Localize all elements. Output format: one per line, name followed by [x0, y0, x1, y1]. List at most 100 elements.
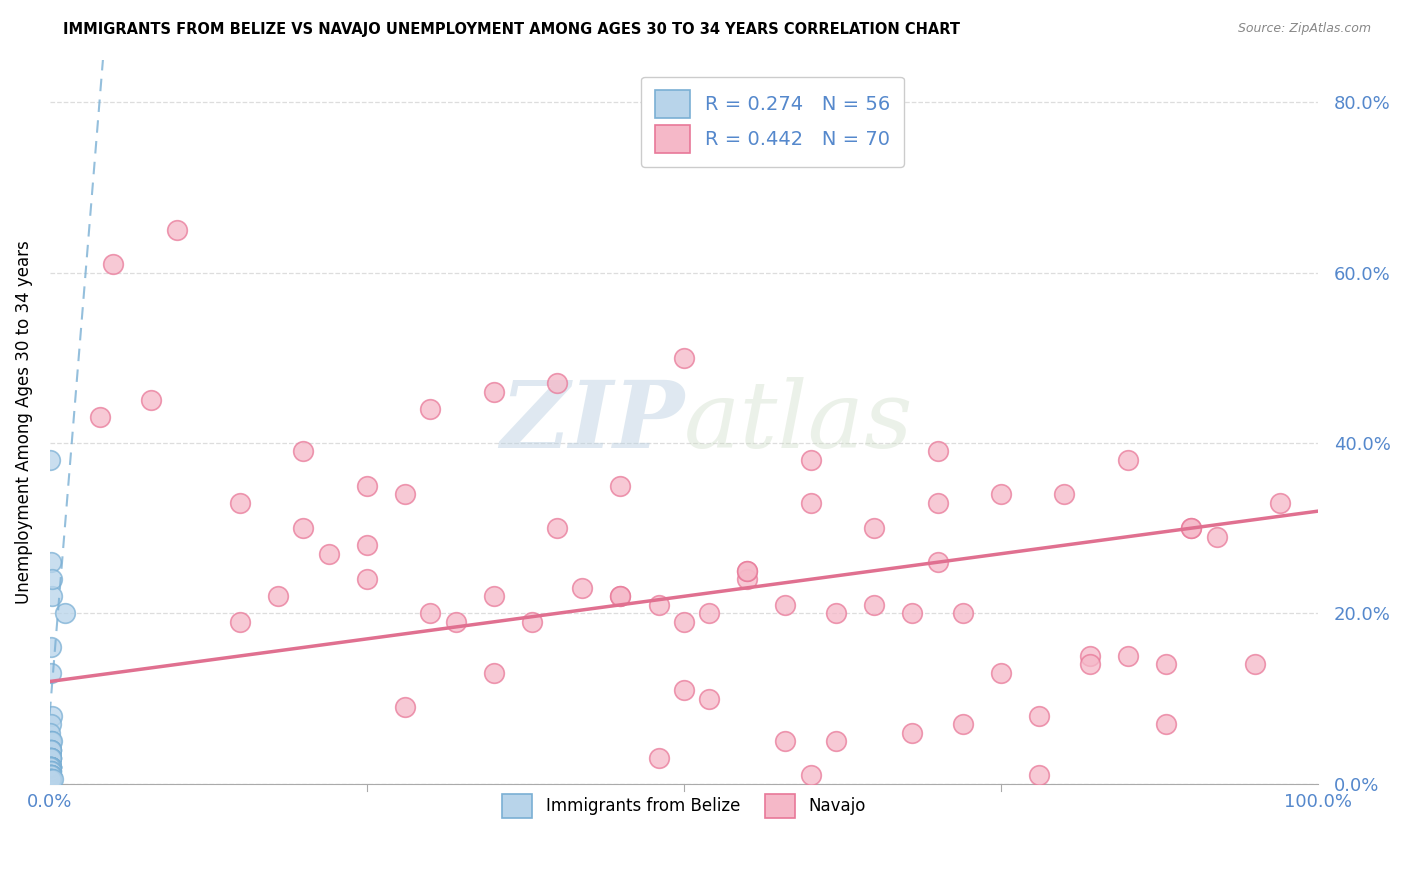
- Point: [863, 598, 886, 612]
- Point: [39, 768, 62, 782]
- Point: [1116, 453, 1139, 467]
- Point: [39, 725, 62, 739]
- Point: [141, 393, 163, 408]
- Point: [39, 764, 62, 778]
- Point: [39, 764, 62, 778]
- Point: [39, 772, 62, 787]
- Point: [927, 495, 949, 509]
- Text: IMMIGRANTS FROM BELIZE VS NAVAJO UNEMPLOYMENT AMONG AGES 30 TO 34 YEARS CORRELAT: IMMIGRANTS FROM BELIZE VS NAVAJO UNEMPLO…: [63, 22, 960, 37]
- Point: [229, 615, 252, 629]
- Point: [927, 555, 949, 569]
- Point: [39, 742, 62, 756]
- Point: [697, 691, 720, 706]
- Point: [775, 734, 797, 748]
- Point: [292, 444, 315, 458]
- Point: [39, 764, 62, 778]
- Point: [1243, 657, 1265, 672]
- Point: [39, 742, 62, 756]
- Point: [39, 772, 62, 787]
- Point: [571, 581, 593, 595]
- Point: [952, 607, 974, 621]
- Point: [825, 607, 848, 621]
- Point: [39, 760, 62, 774]
- Point: [53, 607, 76, 621]
- Point: [419, 607, 441, 621]
- Point: [39, 555, 62, 569]
- Point: [166, 223, 188, 237]
- Point: [672, 683, 695, 698]
- Point: [39, 751, 62, 765]
- Point: [39, 751, 62, 765]
- Point: [39, 751, 62, 765]
- Point: [39, 772, 62, 787]
- Point: [42, 772, 65, 787]
- Point: [609, 590, 631, 604]
- Point: [318, 547, 340, 561]
- Point: [356, 538, 378, 552]
- Point: [482, 384, 505, 399]
- Point: [39, 742, 62, 756]
- Point: [737, 572, 759, 586]
- Point: [1180, 521, 1202, 535]
- Point: [482, 590, 505, 604]
- Point: [647, 751, 669, 765]
- Point: [609, 590, 631, 604]
- Point: [39, 772, 62, 787]
- Point: [39, 640, 62, 655]
- Point: [609, 478, 631, 492]
- Point: [737, 564, 759, 578]
- Point: [647, 598, 669, 612]
- Point: [356, 572, 378, 586]
- Point: [39, 768, 62, 782]
- Point: [39, 751, 62, 765]
- Point: [101, 257, 124, 271]
- Point: [39, 768, 62, 782]
- Point: [39, 760, 62, 774]
- Point: [39, 760, 62, 774]
- Point: [520, 615, 543, 629]
- Point: [41, 708, 63, 723]
- Point: [39, 717, 62, 731]
- Point: [39, 751, 62, 765]
- Point: [39, 742, 62, 756]
- Point: [800, 768, 823, 782]
- Point: [800, 495, 823, 509]
- Point: [990, 487, 1012, 501]
- Point: [39, 734, 62, 748]
- Point: [39, 768, 62, 782]
- Point: [952, 717, 974, 731]
- Point: [1078, 648, 1101, 663]
- Point: [41, 734, 63, 748]
- Text: Source: ZipAtlas.com: Source: ZipAtlas.com: [1237, 22, 1371, 36]
- Point: [901, 725, 924, 739]
- Point: [41, 590, 63, 604]
- Point: [39, 751, 62, 765]
- Point: [1154, 657, 1177, 672]
- Point: [89, 410, 111, 425]
- Point: [990, 665, 1012, 680]
- Point: [927, 444, 949, 458]
- Point: [444, 615, 467, 629]
- Point: [39, 760, 62, 774]
- Point: [775, 598, 797, 612]
- Point: [39, 768, 62, 782]
- Point: [39, 768, 62, 782]
- Point: [863, 521, 886, 535]
- Point: [39, 760, 62, 774]
- Point: [39, 760, 62, 774]
- Point: [1154, 717, 1177, 731]
- Point: [292, 521, 315, 535]
- Point: [356, 478, 378, 492]
- Legend: Immigrants from Belize, Navajo: Immigrants from Belize, Navajo: [494, 786, 875, 826]
- Point: [39, 760, 62, 774]
- Point: [39, 760, 62, 774]
- Point: [394, 487, 416, 501]
- Point: [39, 768, 62, 782]
- Point: [697, 607, 720, 621]
- Point: [1180, 521, 1202, 535]
- Point: [229, 495, 252, 509]
- Point: [419, 401, 441, 416]
- Point: [1205, 530, 1227, 544]
- Point: [39, 768, 62, 782]
- Point: [825, 734, 848, 748]
